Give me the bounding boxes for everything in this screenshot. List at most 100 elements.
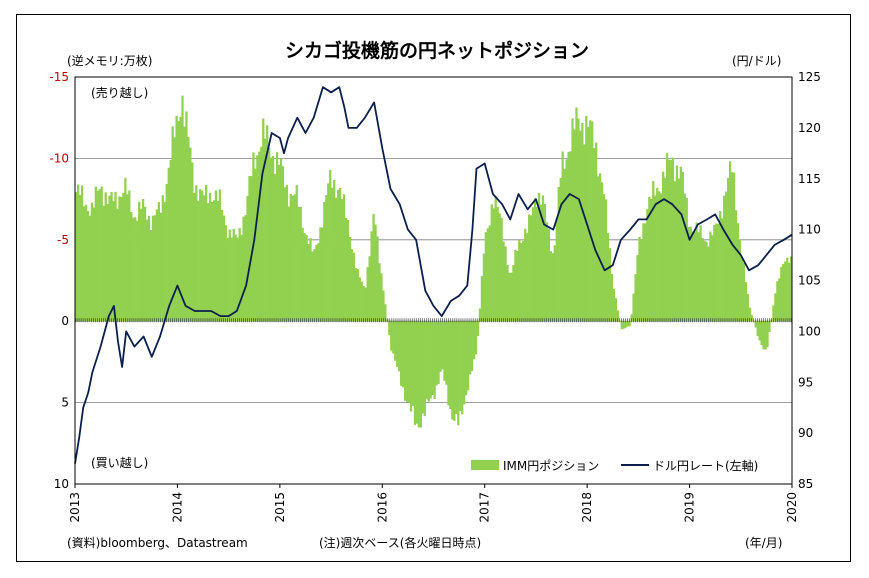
position-bar [528, 214, 531, 322]
position-bar [719, 210, 722, 322]
position-bar [248, 175, 251, 322]
position-bar [90, 202, 94, 322]
source-note: (資料)bloomberg、Datastream [67, 536, 248, 550]
position-bar [600, 182, 604, 322]
position-bar [417, 321, 421, 428]
x-tick-label-2: 2015 [273, 492, 287, 523]
position-bar [118, 196, 121, 322]
position-bar [254, 168, 257, 322]
position-bar [506, 264, 509, 322]
position-bar [480, 276, 484, 322]
position-bar [199, 188, 202, 322]
position-bar [319, 227, 322, 322]
position-bar [116, 208, 119, 322]
x-tick-label-4: 2017 [478, 492, 492, 523]
position-bar [92, 207, 95, 322]
position-bar [212, 200, 216, 322]
position-bar [604, 199, 608, 322]
position-bar [646, 209, 649, 322]
position-bar [169, 159, 172, 322]
position-bar [218, 189, 222, 322]
position-bar [338, 188, 342, 322]
position-bar [640, 239, 643, 322]
x-tick-label-0: 2013 [68, 492, 82, 523]
position-bar [585, 116, 588, 322]
position-bar [403, 321, 407, 401]
position-bar [486, 228, 489, 322]
position-bar [205, 184, 208, 322]
position-bar [557, 186, 560, 322]
position-bar [183, 126, 186, 322]
position-bar [104, 192, 107, 322]
position-bar [268, 147, 271, 322]
position-bar [110, 191, 113, 322]
position-bar [667, 159, 671, 322]
position-bar [671, 157, 675, 322]
chart-frame: シカゴ投機筋の円ネットポジション (逆メモリ:万枚) (円/ドル) -15 -10… [16, 14, 851, 562]
position-bar [275, 152, 279, 322]
position-bar [531, 207, 535, 322]
position-bar [648, 196, 651, 322]
position-bar [449, 321, 452, 410]
right-tick-label-6: 95 [798, 375, 813, 389]
position-bar [157, 202, 161, 322]
position-bar [141, 198, 145, 322]
position-bar [224, 225, 227, 322]
position-bar [84, 204, 88, 322]
chart-title: シカゴ投機筋の円ネットポジション [285, 39, 589, 62]
position-bar [776, 281, 779, 322]
position-bar [500, 217, 503, 322]
position-bar [472, 321, 476, 360]
position-bar [723, 195, 726, 322]
position-bar [376, 236, 379, 322]
position-bar [652, 181, 655, 322]
position-bar [466, 321, 470, 391]
position-bar [230, 237, 233, 322]
position-bar [758, 321, 761, 341]
position-bar [411, 321, 415, 406]
position-bar [407, 321, 411, 403]
legend-line-label: ドル円レート(左軸) [653, 458, 758, 473]
position-bar [541, 195, 545, 322]
position-bar [151, 215, 155, 322]
position-bar [451, 321, 454, 420]
position-bar [250, 176, 253, 322]
right-tick-label-8: 85 [798, 477, 813, 491]
position-bar [468, 321, 472, 375]
position-bar [264, 138, 267, 322]
position-bar [293, 194, 296, 322]
position-bar [161, 195, 164, 322]
position-bar [736, 223, 740, 322]
position-bar [474, 321, 478, 355]
position-bar [400, 321, 403, 386]
x-tick-label-5: 2018 [580, 492, 594, 523]
position-bar [350, 249, 354, 322]
position-bar [734, 210, 738, 322]
position-bar [86, 211, 90, 322]
x-axis-unit: (年/月) [745, 536, 782, 550]
position-bar [750, 314, 753, 322]
position-bar [214, 190, 218, 322]
position-bar [344, 217, 348, 322]
position-bar [331, 187, 334, 322]
position-bar [336, 189, 340, 322]
position-bar [539, 204, 543, 322]
position-bar [717, 223, 720, 322]
position-bar [191, 162, 194, 322]
position-bar [465, 321, 468, 396]
position-bar [571, 118, 574, 322]
position-bar [764, 321, 767, 350]
position-bar [124, 177, 127, 322]
position-bar [108, 195, 111, 322]
position-bar [494, 196, 497, 322]
position-bar [705, 241, 708, 322]
position-bar [744, 282, 747, 322]
position-bar [650, 198, 653, 322]
position-bar [687, 227, 690, 322]
position-bar [427, 321, 430, 402]
x-tick-label-6: 2019 [683, 492, 697, 523]
position-bar [524, 228, 527, 322]
position-bar [394, 321, 397, 361]
position-bar [624, 321, 627, 328]
position-bar [210, 201, 214, 322]
